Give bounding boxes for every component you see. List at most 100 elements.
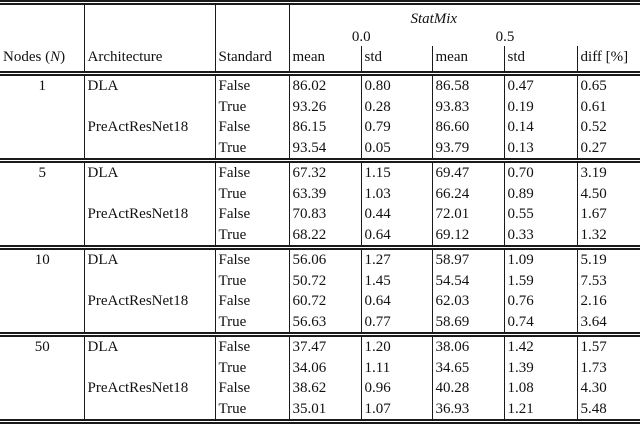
cell-nodes [0,117,84,138]
cell-mean-0.5: 36.93 [431,398,504,422]
cell-std-0.5: 0.19 [503,96,578,117]
cell-mean-0.0: 93.26 [288,96,361,117]
cell-architecture [83,137,215,161]
spacer-cell [83,2,215,29]
cell-std-0.0: 0.96 [360,378,432,399]
header-diff: diff [%] [576,46,640,74]
cell-std-0.5: 0.14 [503,117,578,138]
table-row: PreActResNet18 False 38.62 0.96 40.28 1.08 4.3… [0,378,640,399]
cell-nodes [0,138,84,161]
results-table: StatMix 0.0 0.5 Nodes (N) Architecture S… [0,0,640,424]
table-row: True 34.06 1.11 34.65 1.39 1.73 [0,357,640,379]
header-std-0.0: std [360,46,432,74]
table-row: 1 DLA False 86.02 0.80 86.58 0.47 0.65 [0,73,640,97]
cell-diff: 1.67 [576,204,640,225]
table-row: True 93.54 0.05 93.79 0.13 0.27 [0,137,640,161]
cell-standard: False [214,247,289,271]
cell-architecture [83,357,215,378]
cell-std-0.5: 1.42 [503,334,578,358]
cell-standard: False [214,378,289,399]
header-std-0.5: std [503,46,578,74]
cell-std-0.5: 0.55 [503,204,578,225]
cell-standard: True [214,137,289,161]
cell-std-0.0: 0.05 [360,137,432,161]
table-row: True 35.01 1.07 36.93 1.21 5.48 [0,398,640,422]
header-row-subgroup: 0.0 0.5 [0,29,640,46]
cell-nodes [0,358,84,379]
cell-mean-0.5: 93.83 [431,96,504,117]
cell-mean-0.0: 86.15 [288,117,361,138]
cell-std-0.0: 0.80 [360,73,432,97]
cell-nodes [0,204,84,225]
cell-diff: 5.19 [576,247,640,271]
cell-diff: 3.64 [576,311,640,335]
cell-mean-0.0: 37.47 [288,334,361,358]
cell-standard: True [214,357,289,378]
cell-architecture [83,398,215,422]
cell-std-0.0: 0.77 [360,311,432,335]
table-row: True 68.22 0.64 69.12 0.33 1.32 [0,224,640,248]
header-mean-0.5: mean [431,46,504,74]
header-nodes-close: ) [60,49,66,65]
header-nodes: Nodes (N) [0,46,84,74]
cell-architecture: PreActResNet18 [83,291,215,312]
cell-nodes [0,225,84,248]
header-nodes-text: Nodes ( [3,49,51,65]
table-row: True 56.63 0.77 58.69 0.74 3.64 [0,311,640,335]
cell-nodes [0,312,84,335]
spacer-cell [83,29,215,46]
cell-std-0.0: 0.44 [360,204,432,225]
cell-std-0.0: 0.28 [360,96,432,117]
cell-std-0.5: 0.74 [503,311,578,335]
cell-standard: False [214,160,289,184]
cell-mean-0.5: 40.28 [431,378,504,399]
header-row-columns: Nodes (N) Architecture Standard mean std… [0,46,640,74]
cell-mean-0.0: 50.72 [288,270,361,291]
cell-diff: 0.61 [576,96,640,117]
cell-diff: 2.16 [576,291,640,312]
cell-mean-0.0: 68.22 [288,224,361,248]
cell-standard: False [214,291,289,312]
cell-std-0.0: 0.79 [360,117,432,138]
header-standard: Standard [214,46,289,74]
cell-diff: 1.32 [576,224,640,248]
cell-mean-0.5: 86.58 [431,73,504,97]
table-row: PreActResNet18 False 60.72 0.64 62.03 0.76 2.1… [0,291,640,312]
cell-architecture [83,183,215,204]
cell-mean-0.5: 62.03 [431,291,504,312]
cell-diff: 4.50 [576,183,640,204]
spacer-cell [0,3,84,30]
cell-diff: 1.73 [576,357,640,378]
cell-standard: True [214,398,289,422]
cell-nodes [0,271,84,292]
cell-nodes [0,291,84,312]
cell-architecture: PreActResNet18 [83,117,215,138]
cell-mean-0.5: 66.24 [431,183,504,204]
spacer-cell [0,29,84,46]
table-row: True 63.39 1.03 66.24 0.89 4.50 [0,183,640,204]
cell-mean-0.5: 86.60 [431,117,504,138]
cell-std-0.5: 0.33 [503,224,578,248]
cell-std-0.5: 0.13 [503,137,578,161]
cell-nodes [0,378,84,399]
header-row-group: StatMix [0,2,640,30]
cell-standard: True [214,183,289,204]
table-row: PreActResNet18 False 86.15 0.79 86.60 0.14 0.5… [0,117,640,138]
cell-diff: 0.27 [576,137,640,161]
table-row: 10 DLA False 56.06 1.27 58.97 1.09 5.19 [0,247,640,271]
cell-diff: 4.30 [576,378,640,399]
cell-standard: False [214,334,289,358]
cell-mean-0.5: 93.79 [431,137,504,161]
cell-diff: 3.19 [576,160,640,184]
cell-std-0.0: 0.64 [360,291,432,312]
table-row: True 93.26 0.28 93.83 0.19 0.61 [0,96,640,117]
cell-architecture: DLA [83,334,215,358]
table-body: 1 DLA False 86.02 0.80 86.58 0.47 0.65 True 93.26… [0,73,640,422]
header-statmix-group: StatMix [288,2,578,29]
cell-mean-0.0: 93.54 [288,137,361,161]
header-statmix-0.0: 0.0 [288,29,432,46]
cell-std-0.5: 0.89 [503,183,578,204]
cell-architecture: PreActResNet18 [83,204,215,225]
cell-nodes: 5 [38,165,47,181]
cell-std-0.0: 1.03 [360,183,432,204]
